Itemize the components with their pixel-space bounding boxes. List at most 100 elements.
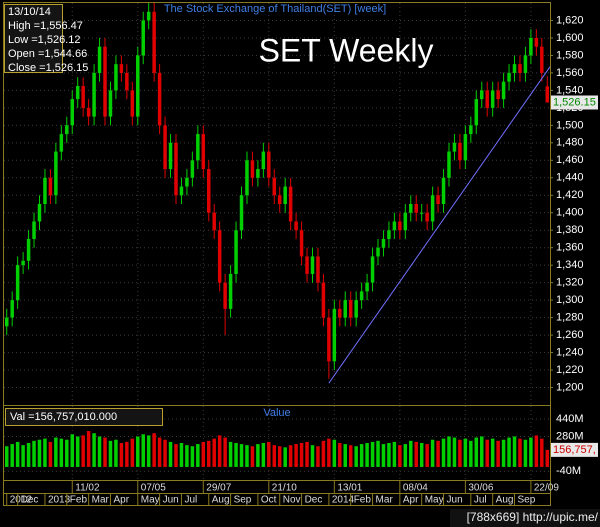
candle-body bbox=[463, 134, 468, 161]
volume-bar bbox=[146, 435, 151, 467]
candle-body bbox=[103, 46, 107, 117]
y-tick-label: 1,440 bbox=[556, 172, 584, 184]
volume-bar bbox=[75, 436, 80, 467]
volume-bar bbox=[458, 439, 462, 467]
x-month-label: Sep bbox=[234, 495, 252, 506]
candle-body bbox=[485, 90, 489, 108]
last-volume-label: 156,757, bbox=[553, 444, 596, 456]
volume-bar bbox=[152, 433, 156, 467]
volume-bar bbox=[316, 446, 320, 467]
candle-body bbox=[267, 151, 271, 178]
candle-body bbox=[343, 300, 347, 318]
volume-bar bbox=[267, 441, 271, 467]
volume-bar bbox=[245, 445, 249, 467]
volume-bar bbox=[419, 443, 424, 467]
candle-body bbox=[157, 72, 162, 126]
candle-body bbox=[114, 64, 118, 91]
candle-body bbox=[381, 238, 386, 248]
volume-bar bbox=[370, 441, 375, 467]
volume-bar bbox=[496, 440, 500, 467]
candle-body bbox=[212, 212, 216, 231]
volume-bar bbox=[398, 445, 402, 467]
x-month-label: Mar bbox=[92, 495, 110, 506]
x-tick-label: 30/06 bbox=[468, 483, 493, 494]
candle-body bbox=[141, 20, 145, 56]
volume-bar bbox=[469, 440, 473, 467]
candle-body bbox=[21, 260, 25, 266]
candle-body bbox=[174, 142, 178, 196]
volume-bar bbox=[43, 438, 47, 467]
volume-bar bbox=[299, 443, 304, 467]
volume-bar bbox=[130, 438, 135, 467]
x-month-label: Jun bbox=[447, 495, 463, 506]
candle-body bbox=[348, 300, 353, 318]
volume-bar bbox=[518, 438, 522, 467]
volume-bar bbox=[157, 437, 162, 467]
volume-bar bbox=[348, 445, 353, 467]
volume-bar bbox=[190, 446, 195, 467]
candle-body bbox=[168, 142, 173, 170]
candle-body bbox=[469, 125, 473, 135]
candle-body bbox=[370, 256, 375, 283]
volume-bar bbox=[507, 437, 511, 467]
info-line: Close =1,526.15 bbox=[8, 62, 88, 74]
volume-bar bbox=[32, 440, 36, 467]
candle-body bbox=[4, 317, 9, 327]
y-tick-label: 1,400 bbox=[556, 207, 584, 219]
y-tick-label: 1,620 bbox=[556, 14, 584, 26]
volume-bar bbox=[59, 438, 64, 467]
volume-bar bbox=[332, 439, 337, 467]
volume-bar bbox=[21, 445, 25, 467]
volume-bar bbox=[534, 435, 539, 467]
y-tick-label: 1,320 bbox=[556, 277, 584, 289]
candle-body bbox=[283, 186, 287, 204]
candle-body bbox=[228, 273, 233, 309]
y-tick-label: 1,500 bbox=[556, 119, 584, 131]
last-price-tag bbox=[551, 95, 598, 110]
volume-bar bbox=[501, 439, 506, 467]
volume-bar bbox=[48, 441, 53, 467]
volume-bar bbox=[212, 438, 216, 467]
candle-body bbox=[261, 151, 266, 170]
x-month-label: Dec bbox=[305, 495, 323, 506]
volume-bar bbox=[15, 441, 20, 467]
volume-bar bbox=[277, 446, 282, 467]
x-month-label: Aug bbox=[496, 495, 514, 506]
volume-bar bbox=[223, 437, 227, 467]
volume-bar bbox=[409, 440, 413, 467]
candle-body bbox=[387, 230, 391, 239]
candle-body bbox=[59, 134, 64, 152]
volume-bar bbox=[119, 443, 124, 467]
info-line: Low =1,526.12 bbox=[8, 34, 80, 46]
x-month-label: Apr bbox=[403, 495, 419, 506]
candle-body bbox=[179, 186, 184, 196]
candle-body bbox=[540, 46, 544, 73]
x-month-label: 2014 bbox=[332, 495, 355, 506]
volume-bar bbox=[196, 444, 200, 467]
y-tick-label: 1,220 bbox=[556, 364, 584, 376]
volume-bar bbox=[359, 444, 364, 467]
candle-body bbox=[419, 212, 424, 214]
candle-body bbox=[518, 64, 522, 73]
volume-bar bbox=[70, 434, 74, 467]
watermark: [788x669] http://upic.me/ bbox=[467, 510, 599, 524]
y-tick-label: 1,480 bbox=[556, 137, 584, 149]
candle-body bbox=[316, 256, 320, 283]
candle-body bbox=[310, 256, 315, 274]
candle-body bbox=[288, 186, 293, 222]
candle-body bbox=[305, 256, 309, 274]
volume-bar bbox=[485, 439, 489, 467]
volume-bar bbox=[463, 438, 468, 467]
last-volume-tag bbox=[551, 442, 598, 457]
x-month-label: Jul bbox=[184, 495, 197, 506]
volume-bar bbox=[228, 441, 233, 467]
candle-body bbox=[185, 177, 189, 187]
candle-body bbox=[501, 81, 506, 100]
volume-bar bbox=[490, 438, 495, 467]
info-box bbox=[4, 4, 63, 73]
x-month-label: May bbox=[141, 495, 160, 506]
x-month-label: Feb bbox=[70, 495, 88, 506]
candle-body bbox=[480, 90, 484, 100]
candle-body bbox=[97, 46, 102, 73]
candle-body bbox=[507, 72, 511, 82]
